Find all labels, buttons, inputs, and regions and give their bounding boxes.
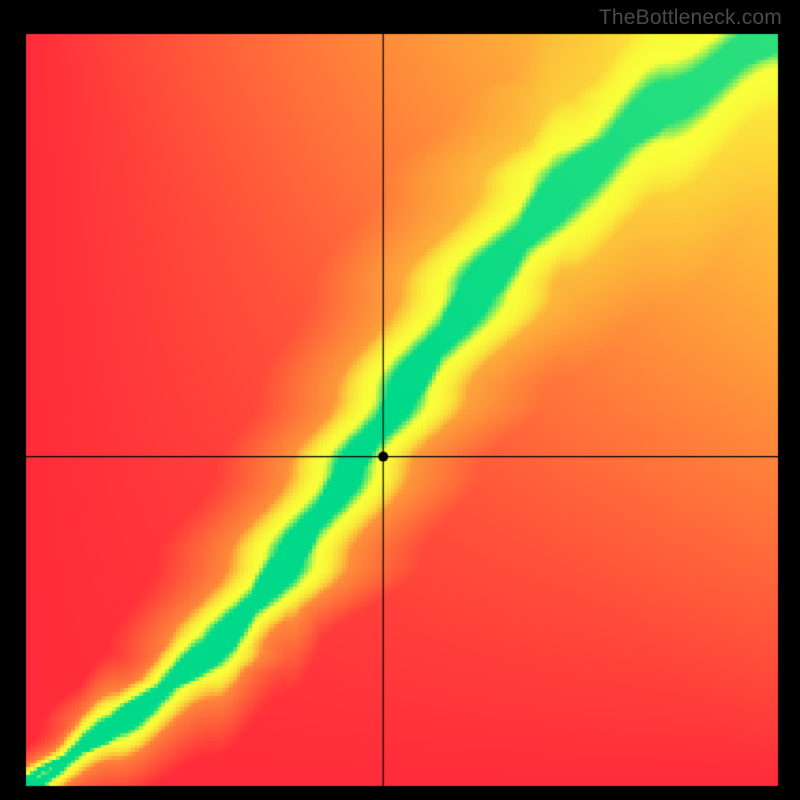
chart-container: TheBottleneck.com <box>0 0 800 800</box>
watermark-text: TheBottleneck.com <box>599 6 782 30</box>
heatmap-canvas <box>0 0 800 800</box>
